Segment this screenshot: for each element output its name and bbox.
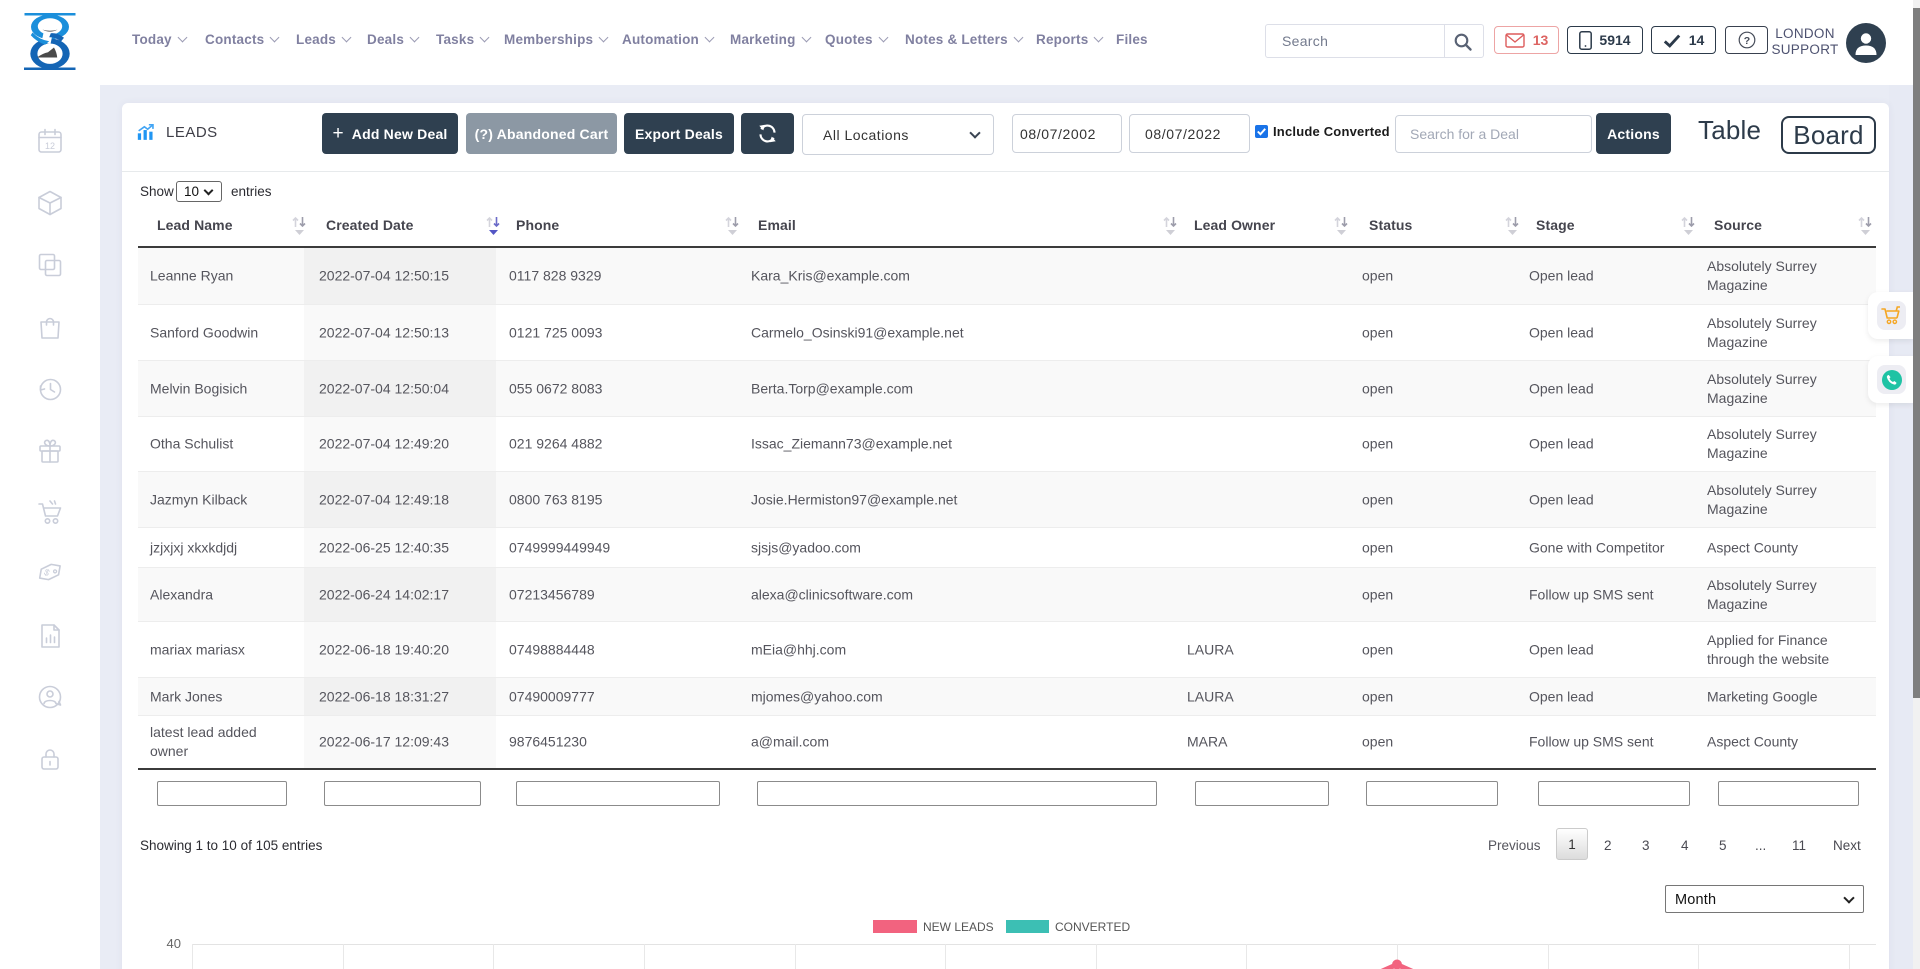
- svg-text:$: $: [42, 567, 51, 578]
- svg-text:12: 12: [45, 141, 55, 151]
- svg-text:?: ?: [1743, 35, 1749, 47]
